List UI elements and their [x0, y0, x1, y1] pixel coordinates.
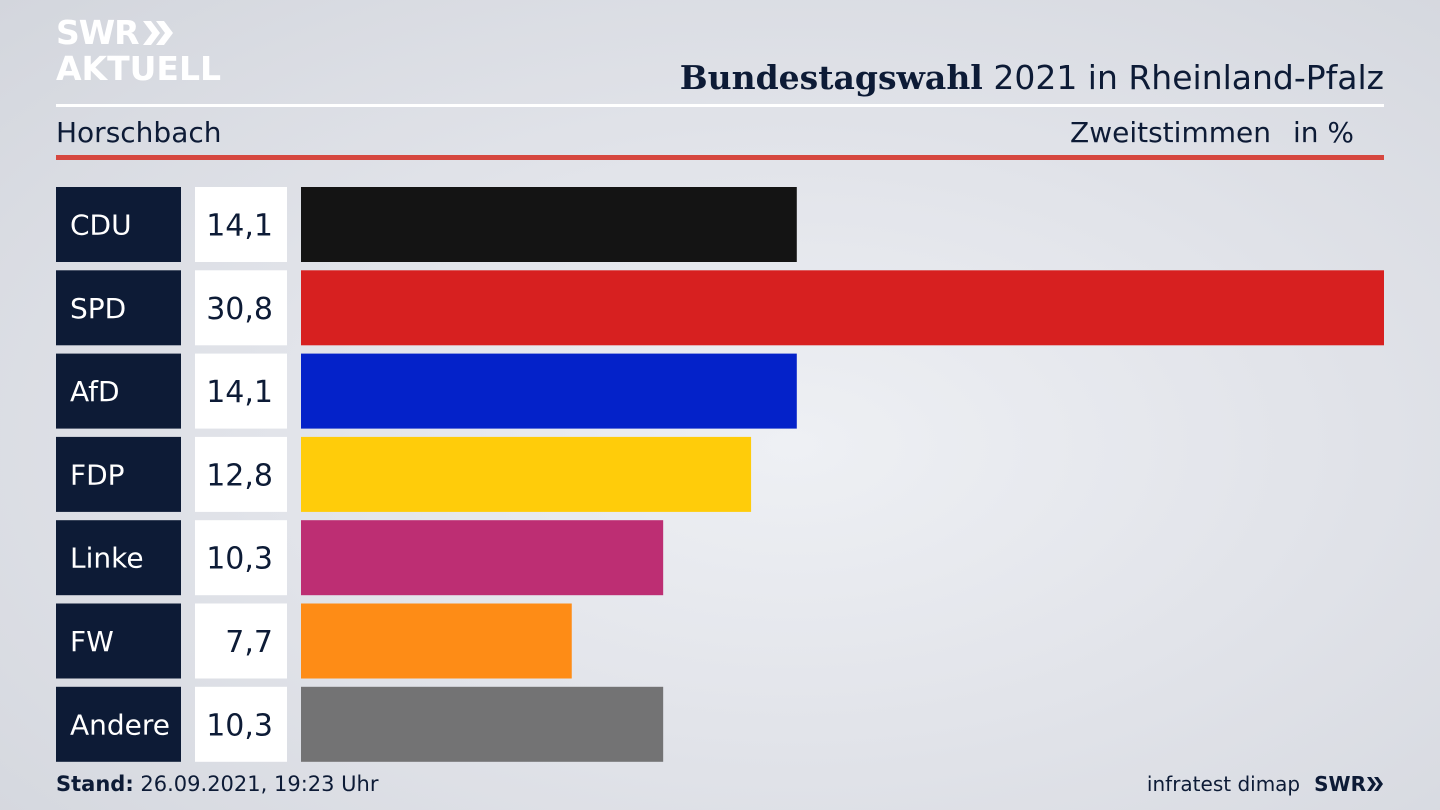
party-label-box-afd	[56, 353, 181, 429]
party-label-box-linke	[56, 520, 181, 596]
title-rest: 2021 in Rheinland-Pfalz	[982, 58, 1384, 97]
value-label-afd: 14,1	[206, 375, 273, 410]
bar-spd	[301, 270, 1384, 346]
bar-linke	[301, 520, 664, 596]
party-label-cdu: CDU	[70, 209, 132, 242]
party-label-andere: Andere	[70, 708, 170, 741]
value-box-afd	[195, 353, 287, 429]
swr-small-text: SWR	[1314, 772, 1366, 796]
swr-small-logo: SWR	[1314, 772, 1384, 796]
header-divider	[56, 104, 1384, 107]
party-label-fw: FW	[70, 625, 114, 658]
double-chevron-small-icon	[1367, 777, 1383, 791]
value-label-fw: 7,7	[225, 625, 273, 660]
value-label-andere: 10,3	[206, 708, 273, 743]
value-box-andere	[195, 686, 287, 762]
swr-aktuell-logo: SWR AKTUELL	[56, 16, 221, 85]
value-box-fdp	[195, 436, 287, 512]
bar-afd	[301, 353, 797, 429]
timestamp: Stand: 26.09.2021, 19:23 Uhr	[56, 772, 379, 796]
double-chevron-icon	[142, 20, 173, 45]
location-label: Horschbach	[56, 116, 222, 149]
party-label-box-spd	[56, 270, 181, 346]
source-label: infratest dimap	[1146, 772, 1301, 796]
vote-type: Zweitstimmen	[1070, 116, 1271, 149]
bar-fw	[301, 603, 572, 679]
stand-value: 26.09.2021, 19:23 Uhr	[133, 772, 379, 796]
logo-aktuell-text: AKTUELL	[56, 49, 222, 88]
party-label-afd: AfD	[70, 375, 120, 408]
party-label-fdp: FDP	[70, 458, 125, 491]
party-label-box-andere	[56, 686, 181, 762]
value-box-spd	[195, 270, 287, 346]
value-box-cdu	[195, 187, 287, 262]
bar-cdu	[301, 187, 797, 262]
party-label-box-fw	[56, 603, 181, 679]
value-box-fw	[195, 603, 287, 679]
value-label-fdp: 12,8	[206, 458, 273, 493]
value-label-linke: 10,3	[206, 542, 273, 577]
party-label-linke: Linke	[70, 542, 144, 575]
bar-andere	[301, 686, 664, 762]
party-label-spd: SPD	[70, 292, 126, 325]
stand-label: Stand:	[56, 772, 134, 796]
page-title: Bundestagswahl 2021 in Rheinland-Pfalz	[680, 58, 1384, 97]
logo-swr-text: SWR	[56, 13, 140, 52]
party-label-box-cdu	[56, 187, 181, 262]
vote-type-label: Zweitstimmen in %	[1070, 116, 1354, 149]
value-label-cdu: 14,1	[206, 209, 273, 244]
party-label-box-fdp	[56, 436, 181, 512]
source-credits: infratest dimap SWR	[1147, 772, 1384, 796]
subtitle-divider	[56, 155, 1384, 160]
value-box-linke	[195, 520, 287, 596]
title-bold: Bundestagswahl	[679, 58, 983, 97]
value-label-spd: 30,8	[206, 292, 273, 327]
unit-label: in %	[1292, 116, 1354, 149]
bar-fdp	[301, 436, 752, 512]
